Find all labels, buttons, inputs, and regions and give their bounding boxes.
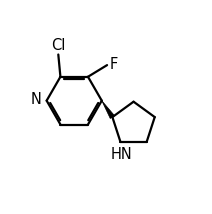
Text: HN: HN [111,147,132,162]
Text: F: F [110,57,118,72]
Polygon shape [102,101,114,119]
Text: Cl: Cl [51,38,66,53]
Text: N: N [31,92,42,107]
